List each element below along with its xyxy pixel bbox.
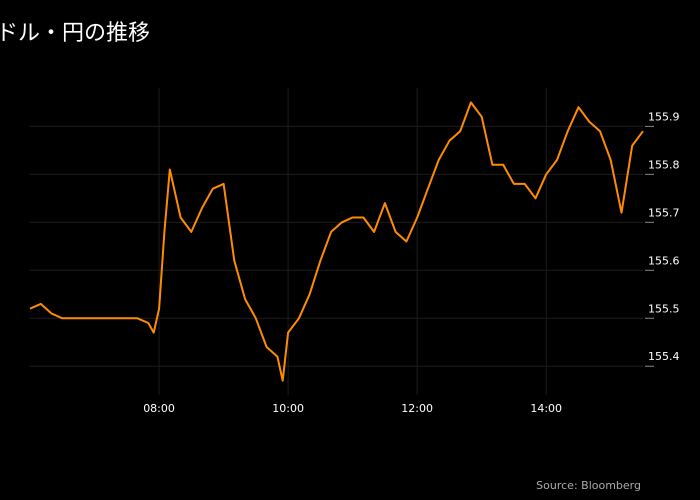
- chart-title: ドル・円の推移: [0, 21, 150, 46]
- y-tick-label: 155.6: [648, 254, 680, 267]
- x-tick-label: 08:00: [143, 402, 175, 415]
- line: [29, 101, 644, 382]
- source: Source: Bloomberg: [536, 479, 641, 492]
- y-tick-label: 155.5: [648, 302, 680, 315]
- y-tick-label: 155.4: [648, 350, 680, 363]
- y-tick-label: 155.9: [648, 110, 680, 123]
- x-tick-label: 10:00: [272, 402, 304, 415]
- y-tick-label: 155.7: [648, 206, 680, 219]
- y-tick-label: 155.8: [648, 158, 680, 171]
- x-tick-label: 14:00: [530, 402, 562, 415]
- x-tick-label: 12:00: [401, 402, 433, 415]
